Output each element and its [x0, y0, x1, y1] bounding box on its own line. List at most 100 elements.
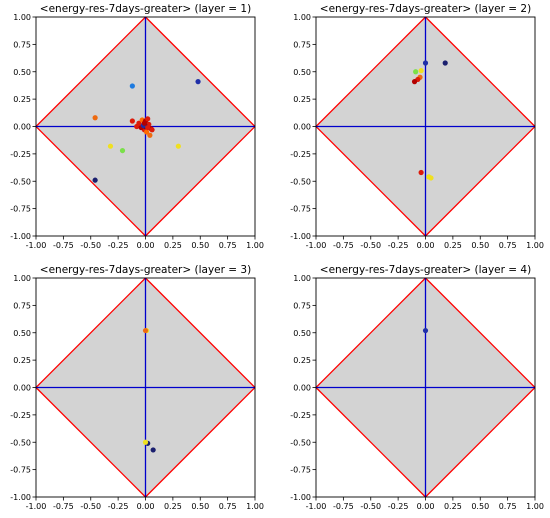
- x-tick-label: 0.75: [219, 502, 237, 511]
- scatter-point: [442, 60, 448, 66]
- diamond-edge: [145, 387, 256, 498]
- y-tick-label: 0.00: [13, 123, 31, 132]
- y-tick-label: 0.25: [13, 356, 31, 365]
- y-tick-label: 0.75: [13, 301, 31, 310]
- y-tick-label: -0.50: [290, 177, 311, 186]
- y-tick-label: 0.50: [293, 329, 311, 338]
- x-tick-label: 0.75: [499, 502, 517, 511]
- diamond-edge: [35, 126, 146, 237]
- x-tick-label: -1.00: [26, 502, 47, 511]
- y-tick-label: 1.00: [293, 274, 311, 283]
- scatter-point: [422, 60, 429, 66]
- y-tick-label: 0.25: [293, 356, 311, 365]
- chart-panel-4: -1.00 -0.75 -0.50 -0.25 0.00 0.25 0.50 0.75 1.00…: [290, 264, 544, 511]
- x-tick-label: -0.75: [53, 502, 74, 511]
- chart-title: <energy-res-7days-greater> (layer = 1): [40, 3, 251, 15]
- scatter-point: [129, 83, 135, 89]
- x-tick-label: 0.00: [137, 241, 155, 250]
- x-tick-label: -1.00: [306, 502, 327, 511]
- scatter-point: [147, 132, 153, 138]
- x-tick-label: 1.00: [526, 241, 544, 250]
- chart-panel-1: -1.00 -0.75 -0.50 -0.25 0.00 0.25 0.50 0.75 1.00…: [10, 3, 264, 250]
- chart-panel-2: -1.00 -0.75 -0.50 -0.25 0.00 0.25 0.50 0.75 1.00…: [290, 3, 544, 250]
- scatter-point: [422, 327, 429, 334]
- scatter-point: [92, 115, 98, 121]
- x-tick-label: 0.00: [417, 241, 435, 250]
- diamond-edge: [145, 277, 256, 388]
- x-tick-label: 0.50: [471, 502, 489, 511]
- y-tick-label: -1.00: [290, 493, 311, 502]
- x-tick-label: -0.50: [80, 502, 101, 511]
- x-tick-label: 0.25: [164, 241, 182, 250]
- x-tick-label: -0.50: [360, 241, 381, 250]
- scatter-point: [142, 439, 149, 445]
- scatter-point: [413, 69, 419, 75]
- x-tick-label: -0.50: [360, 502, 381, 511]
- x-tick-label: -0.25: [108, 502, 129, 511]
- scatter-point: [92, 177, 98, 183]
- diamond-edge: [425, 277, 536, 388]
- x-tick-label: 1.00: [246, 502, 264, 511]
- scatter-point: [141, 120, 148, 126]
- x-tick-label: -0.75: [53, 241, 74, 250]
- scatter-point: [149, 127, 155, 133]
- y-tick-label: -0.25: [10, 411, 31, 420]
- y-tick-label: 0.00: [293, 384, 311, 393]
- x-tick-label: 0.00: [417, 502, 435, 511]
- x-tick-label: -0.25: [388, 502, 409, 511]
- y-tick-label: -0.25: [290, 411, 311, 420]
- diamond-edge: [425, 16, 536, 127]
- y-tick-label: -0.50: [10, 438, 31, 447]
- x-tick-label: 0.25: [164, 502, 182, 511]
- diamond-edge: [145, 126, 256, 237]
- y-tick-label: 0.25: [13, 95, 31, 104]
- chart-title: <energy-res-7days-greater> (layer = 3): [40, 264, 251, 276]
- x-tick-label: 0.75: [219, 241, 237, 250]
- chart-title: <energy-res-7days-greater> (layer = 4): [320, 264, 531, 276]
- x-tick-label: -0.75: [333, 241, 354, 250]
- scatter-point: [142, 327, 149, 334]
- x-tick-label: -0.75: [333, 502, 354, 511]
- y-tick-label: 0.75: [13, 40, 31, 49]
- y-tick-label: -0.75: [290, 466, 311, 475]
- y-tick-label: -0.25: [290, 150, 311, 159]
- y-tick-label: 1.00: [13, 13, 31, 22]
- y-tick-label: -1.00: [290, 232, 311, 241]
- x-tick-label: 0.75: [499, 241, 517, 250]
- scatter-point: [107, 143, 114, 149]
- diamond-edge: [425, 126, 536, 237]
- y-tick-label: 0.75: [293, 301, 311, 310]
- diamond-edge: [35, 387, 146, 498]
- y-tick-label: -1.00: [10, 232, 31, 241]
- scatter-point: [195, 79, 201, 85]
- scatter-point: [150, 447, 156, 453]
- x-tick-label: 1.00: [246, 241, 264, 250]
- x-tick-label: 0.00: [137, 502, 155, 511]
- x-tick-label: 0.50: [191, 241, 209, 250]
- y-tick-label: 0.50: [13, 329, 31, 338]
- x-tick-label: 0.25: [444, 502, 462, 511]
- x-tick-label: -1.00: [306, 241, 327, 250]
- diamond-edge: [315, 126, 426, 237]
- x-tick-label: -1.00: [26, 241, 47, 250]
- y-tick-label: 0.75: [293, 40, 311, 49]
- y-tick-label: -0.75: [10, 205, 31, 214]
- scatter-point: [418, 169, 424, 176]
- x-tick-label: -0.25: [108, 241, 129, 250]
- scatter-point: [129, 118, 135, 124]
- diamond-edge: [425, 387, 536, 498]
- diamond-edge: [315, 16, 426, 127]
- y-tick-label: -0.50: [290, 438, 311, 447]
- diamond-edge: [145, 16, 256, 127]
- y-tick-label: 0.50: [13, 68, 31, 77]
- x-tick-label: 0.50: [471, 241, 489, 250]
- scatter-point: [143, 129, 150, 135]
- y-tick-label: 0.25: [293, 95, 311, 104]
- x-tick-label: -0.25: [388, 241, 409, 250]
- y-tick-label: 0.50: [293, 68, 311, 77]
- scatter-point: [134, 123, 140, 130]
- y-tick-label: 0.00: [13, 384, 31, 393]
- scatter-point: [119, 147, 126, 154]
